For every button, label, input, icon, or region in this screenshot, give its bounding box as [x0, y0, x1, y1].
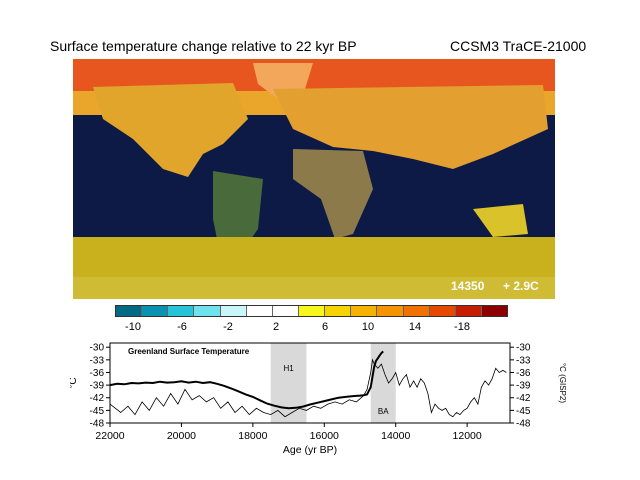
x-tick-label: 14000 — [381, 430, 410, 442]
colorbar-cell — [272, 306, 299, 316]
y-axis-label-left: °C — [70, 377, 79, 388]
colorbar-tick-label: -2 — [223, 321, 233, 333]
y-tick-label-right: -45 — [516, 406, 531, 417]
x-axis-label: Age (yr BP) — [283, 444, 337, 456]
map-africa — [293, 149, 373, 239]
colorbar-cell — [168, 306, 195, 316]
colorbar-cell — [220, 306, 247, 316]
greenland-temperature-plot: -30 -30-33 -33-36 -36-39 -39-42 -42-45 -45-48-… — [70, 342, 567, 456]
y-tick-label-left: -42 — [90, 393, 105, 404]
colorbar-tick-label: -6 — [177, 321, 187, 333]
colorbar-tick-label: 2 — [272, 321, 280, 333]
colorbar-cell — [246, 306, 273, 316]
colorbar-tick-label: 6 — [321, 321, 329, 333]
map-australia — [473, 204, 528, 237]
colorbar-cell — [298, 306, 326, 316]
colorbar-tick-label: -10 — [125, 321, 141, 333]
colorbar-tick-label: 14 — [408, 321, 422, 333]
map-anomaly-label: + 2.9C — [503, 279, 539, 293]
plot-frame — [109, 342, 511, 424]
colorbar-cell — [142, 306, 169, 316]
x-tick-label: 20000 — [167, 430, 196, 442]
colorbar-cell — [116, 306, 143, 316]
y-tick-label-right: -30 — [516, 343, 531, 354]
map-south-ocean-band — [73, 237, 555, 277]
x-tick-label: 12000 — [453, 430, 482, 442]
chart-title: Surface temperature change relative to 2… — [50, 38, 357, 54]
y-tick-label-left: -48 — [90, 419, 105, 430]
map-year-label: 14350 — [451, 279, 485, 293]
y-tick-label-left: -45 — [90, 406, 105, 417]
plot-title: Greenland Surface Temperature — [128, 347, 250, 356]
map-antarctic-band — [73, 277, 555, 299]
temperature-map: 14350 + 2.9C — [73, 59, 555, 299]
shaded-region-label: H1 — [283, 364, 294, 373]
shaded-region-label: BA — [378, 407, 389, 416]
colorbar-tick-label: -18 — [454, 321, 470, 333]
y-tick-label-left: -30 — [90, 343, 105, 354]
shaded-region — [270, 343, 307, 423]
map-north-america — [93, 83, 248, 177]
map-eurasia — [273, 85, 548, 169]
colorbar-cell — [429, 306, 456, 316]
x-tick-label: 22000 — [95, 430, 124, 442]
colorbar-tick-label: 10 — [361, 321, 375, 333]
colorbar-cell — [194, 306, 221, 316]
colorbar-cell — [325, 306, 352, 316]
colorbar-cell — [377, 306, 404, 316]
y-tick-label-right: -39 — [516, 381, 531, 392]
y-tick-label-right: -36 — [516, 368, 531, 379]
y-tick-label-right: -42 — [516, 393, 531, 404]
colorbar-cell — [455, 306, 482, 316]
x-tick-label: 16000 — [310, 430, 339, 442]
y-tick-label-left: -33 — [90, 355, 105, 366]
model-label: CCSM3 TraCE-21000 — [450, 38, 587, 54]
y-axis-label-right: °C (GISP2) — [558, 363, 567, 403]
colorbar-cell — [351, 306, 378, 316]
colorbar-cell — [403, 306, 430, 316]
colorbar-cell — [481, 306, 508, 316]
y-tick-label-left: -36 — [90, 368, 105, 379]
model-series-line — [109, 350, 384, 410]
colorbar — [115, 305, 508, 317]
y-tick-label-right: -33 — [516, 355, 531, 366]
shaded-region — [370, 343, 396, 423]
x-tick-label: 18000 — [238, 430, 267, 442]
y-tick-label-right: -48 — [516, 419, 531, 430]
gisp2-series-line — [109, 358, 507, 418]
y-tick-label-left: -39 — [90, 381, 105, 392]
